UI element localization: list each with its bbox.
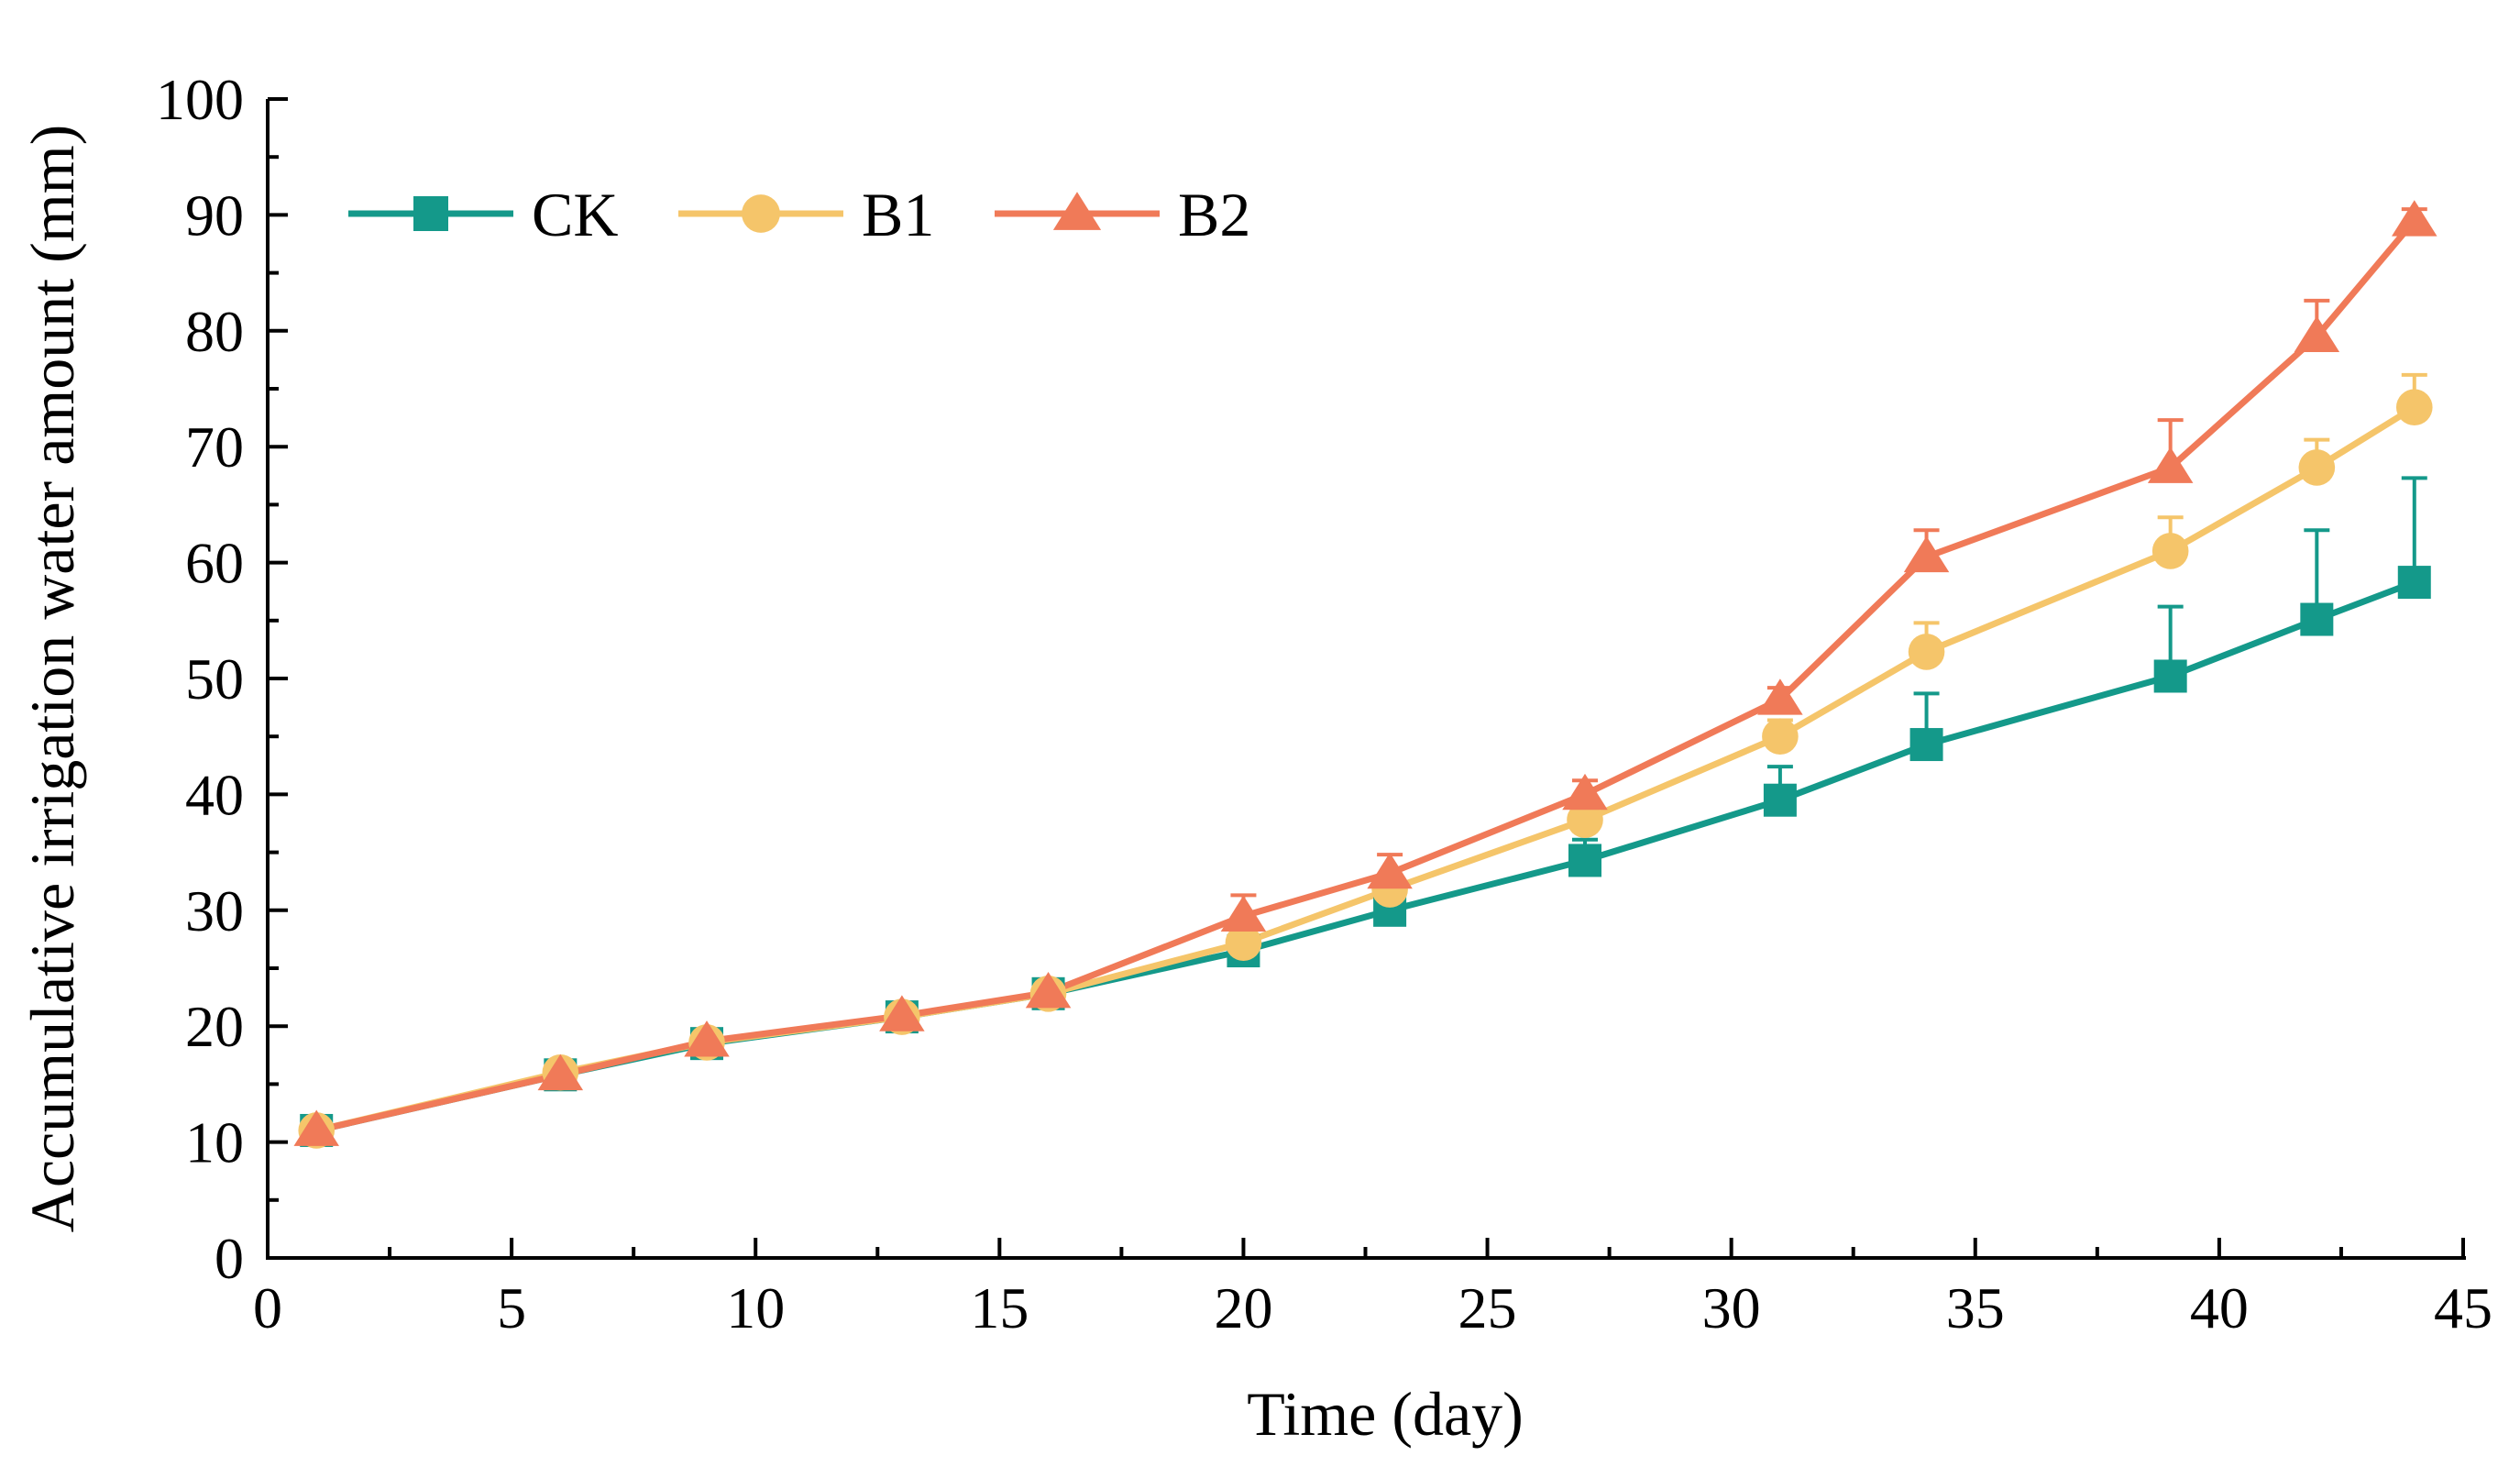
b2-data-point	[2147, 447, 2194, 483]
x-tick-label: 20	[1214, 1275, 1272, 1340]
x-tick-label: 5	[497, 1275, 526, 1340]
ck-data-point	[2300, 602, 2334, 636]
y-tick-label: 0	[215, 1226, 244, 1291]
y-tick-label: 100	[156, 67, 244, 132]
plot-area	[266, 99, 2466, 1260]
y-tick-label: 10	[185, 1110, 244, 1175]
ck-data-point	[2397, 566, 2431, 600]
x-axis-title: Time (day)	[1247, 1379, 1524, 1449]
x-tick-label: 10	[726, 1275, 785, 1340]
b2-data-point	[1367, 852, 1413, 889]
b1-data-point	[1225, 924, 1262, 961]
b2-data-point	[293, 1109, 339, 1146]
b1-data-point	[1762, 718, 1799, 755]
ck-series-line	[315, 579, 2416, 1134]
y-tick-label: 60	[185, 531, 244, 596]
x-tick-label: 15	[970, 1275, 1029, 1340]
error-bars	[303, 207, 2427, 1131]
x-tick-label: 0	[253, 1275, 282, 1340]
y-ticks: 0 10 20 30 40 50 60 70 80 90 100	[156, 67, 288, 1291]
legend-b1-label: B1	[862, 180, 934, 249]
b1-data-point	[1567, 801, 1603, 839]
b2-data-point	[1025, 972, 1072, 1009]
y-tick-label: 50	[185, 646, 244, 711]
b2-data-point	[1757, 678, 1803, 715]
ck-data-point	[2153, 659, 2187, 693]
y-tick-label: 80	[185, 299, 244, 364]
x-tick-label: 45	[2434, 1275, 2492, 1340]
y-axis-title: Accumulative irrigation water amount (mm…	[17, 125, 87, 1233]
b2-data-point	[1220, 895, 1267, 932]
x-ticks: 0 5 10 15 20 25 30 35 40 45	[253, 1238, 2492, 1340]
series-markers	[293, 200, 2437, 1149]
b2-data-point	[2392, 200, 2437, 237]
b2-data-point	[2294, 315, 2340, 352]
legend-b1-marker	[742, 194, 780, 233]
b2-data-point	[1562, 773, 1608, 811]
b1-data-point	[2395, 389, 2433, 426]
ck-data-point	[1763, 783, 1797, 817]
b2-series-line	[315, 218, 2417, 1134]
legend: CK B1 B2	[348, 180, 1250, 249]
y-tick-label: 20	[185, 994, 244, 1059]
x-tick-label: 25	[1458, 1275, 1517, 1340]
ck-data-point	[1909, 728, 1943, 762]
b2-data-point	[684, 1020, 730, 1057]
x-tick-label: 40	[2190, 1275, 2249, 1340]
b1-data-point	[2298, 449, 2336, 486]
x-tick-label: 35	[1946, 1275, 2005, 1340]
y-tick-label: 40	[185, 762, 244, 827]
legend-ck-label: CK	[532, 180, 618, 249]
b1-data-point	[1908, 634, 1945, 670]
b2-data-point	[537, 1053, 584, 1091]
b1-data-point	[2151, 533, 2189, 569]
b2-data-point	[879, 995, 925, 1031]
ck-data-point	[1568, 844, 1601, 877]
y-tick-label: 70	[185, 414, 244, 480]
b1-series-line	[315, 404, 2416, 1134]
y-tick-label: 90	[185, 182, 244, 248]
series-lines	[315, 218, 2417, 1134]
b2-data-point	[1903, 535, 1950, 573]
legend-b2-label: B2	[1178, 180, 1250, 249]
legend-b2-marker	[1052, 192, 1102, 230]
y-tick-label: 30	[185, 878, 244, 943]
legend-ck-marker	[413, 196, 448, 231]
x-tick-label: 30	[1702, 1275, 1761, 1340]
